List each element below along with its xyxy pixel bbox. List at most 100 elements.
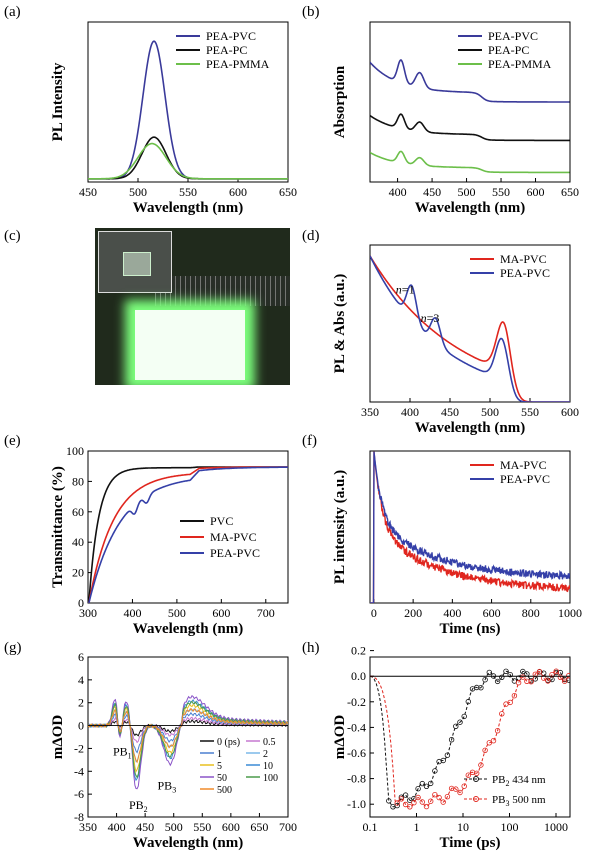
annotation-subscript: 2	[144, 805, 148, 814]
y-tick-label-h: -0.2	[347, 695, 366, 709]
y-axis-label-h: mΔOD	[332, 715, 348, 760]
legend-label-f: PEA-PVC	[500, 472, 550, 486]
panel-d: 350 400 450 500 550 600 Wavelength (nm) PL & Ab…	[332, 245, 579, 436]
legend-label-e: PEA-PVC	[210, 546, 260, 560]
annotation-subscript: 1	[128, 751, 132, 760]
data-point-h	[403, 793, 408, 798]
y-tick-label-g: -2	[74, 741, 84, 755]
annotation-d: n=1	[396, 283, 415, 297]
legend-label-d: PEA-PVC	[500, 266, 550, 280]
legend-label-b: PEA-PC	[488, 43, 529, 57]
data-point-h	[462, 784, 467, 789]
annotation-d: n=3	[421, 311, 440, 325]
legend-label-b: PEA-PVC	[488, 29, 538, 43]
annotation-num: =3	[427, 311, 440, 325]
x-tick-label-d: 500	[481, 405, 499, 419]
legend-rest: 500 nm	[509, 794, 546, 806]
y-axis-label-f: PL intensity (a.u.)	[332, 470, 348, 584]
data-point-h	[491, 738, 496, 743]
panel-e: 300 400 500 600 700 0 20 40 60 80 100 Wavelength (n…	[50, 444, 288, 637]
x-tick-label-f: 0	[371, 606, 377, 620]
series-line-a	[88, 137, 288, 179]
y-tick-label-g: -6	[74, 787, 84, 801]
panel-label-a: (a)	[4, 4, 21, 20]
panel-label-b: (b)	[302, 4, 320, 20]
data-point-h	[516, 680, 521, 685]
panel-b: 400 450 500 550 600 650 Wavelength (nm) Absorpt…	[332, 22, 579, 216]
y-tick-label-h: 0.2	[351, 644, 366, 658]
annotation-g: PB2	[129, 798, 148, 814]
y-tick-label-g: -8	[74, 810, 84, 824]
panel-label-g: (g)	[4, 640, 22, 656]
x-tick-label-h: 1000	[544, 820, 568, 834]
x-tick-label-h: 100	[501, 820, 519, 834]
y-tick-label-e: 40	[72, 535, 84, 549]
legend-label-g: 0.5	[263, 737, 276, 748]
y-tick-label-g: 6	[78, 650, 84, 664]
x-tick-label-d: 600	[561, 405, 579, 419]
y-tick-label-h: 0.0	[351, 669, 366, 683]
legend-rest: 434 nm	[509, 774, 546, 786]
data-point-h	[462, 714, 467, 719]
x-tick-label-a: 550	[179, 185, 197, 199]
x-tick-label-h: 1	[414, 820, 420, 834]
legend-label-g: 100	[263, 773, 278, 784]
annotation-subscript: 3	[172, 786, 176, 795]
y-tick-label-h: -1.0	[347, 797, 366, 811]
x-tick-label-b: 550	[492, 185, 510, 199]
legend-label-e: PVC	[210, 514, 233, 528]
panel-label-c: (c)	[4, 228, 21, 244]
series-group-b	[370, 60, 570, 172]
x-tick-label-f: 600	[483, 606, 501, 620]
x-axis-label-d: Wavelength (nm)	[415, 420, 525, 436]
x-tick-label-d: 450	[441, 405, 459, 419]
y-tick-label-h: -0.4	[347, 720, 366, 734]
annotation-g: PB1	[113, 744, 132, 760]
x-tick-label-e: 400	[123, 606, 141, 620]
legend-label-e: MA-PVC	[210, 530, 257, 544]
x-tick-label-g: 450	[136, 820, 154, 834]
y-axis-label-d: PL & Abs (a.u.)	[332, 274, 348, 374]
series-line-a	[88, 144, 288, 179]
annotation-num: =1	[402, 283, 415, 297]
panel-a: 450 500 550 600 650 Wavelength (nm) PL Intensi…	[50, 22, 297, 216]
y-axis-label-e: Transmittance (%)	[50, 466, 66, 588]
plot-frame-h	[370, 657, 570, 817]
annotation-g: PB3	[158, 779, 177, 795]
y-tick-label-g: 2	[78, 696, 84, 710]
y-tick-label-g: -4	[74, 764, 84, 778]
legend-label-h: PB2 434 nm	[492, 774, 546, 788]
x-tick-label-a: 500	[129, 185, 147, 199]
panel-f: 0 200 400 600 800 1000 Time (ns) PL intensity (…	[332, 451, 582, 637]
series-line-e	[88, 467, 288, 616]
x-tick-label-a: 450	[79, 185, 97, 199]
x-tick-label-g: 500	[165, 820, 183, 834]
x-tick-label-f: 400	[443, 606, 461, 620]
legend-label-g: 500	[217, 785, 232, 796]
x-tick-label-d: 550	[521, 405, 539, 419]
x-axis-label-e: Wavelength (nm)	[133, 621, 243, 637]
y-tick-label-h: -0.6	[347, 746, 366, 760]
series-line-g	[88, 701, 288, 777]
data-point-h	[428, 781, 433, 786]
data-point-h	[420, 781, 425, 786]
legend-label-g: 5	[217, 761, 222, 772]
x-tick-label-f: 1000	[558, 606, 582, 620]
x-axis-label-b: Wavelength (nm)	[415, 200, 525, 216]
x-tick-label-g: 700	[279, 820, 297, 834]
panel-h: 0.1 1 10 100 1000 -1.0 -0.8 -0.6 -0.4 -0.2 0.0 0.2 T…	[332, 644, 571, 851]
data-point-h	[437, 795, 442, 800]
plot-frame-g	[88, 657, 288, 817]
data-point-h	[454, 724, 459, 729]
x-tick-label-b: 650	[561, 185, 579, 199]
panel-label-h: (h)	[302, 640, 320, 656]
panel-g: 350 400 450 500 550 600 650 700-8-6-4-20246Wave…	[50, 650, 297, 851]
legend-label-a: PEA-PVC	[206, 29, 256, 43]
x-tick-label-h: 0.1	[363, 820, 378, 834]
x-tick-label-b: 450	[423, 185, 441, 199]
data-point-h	[424, 804, 429, 809]
x-tick-label-f: 800	[522, 606, 540, 620]
y-axis-label-a: PL Intensity	[50, 62, 66, 141]
series-line-h	[370, 671, 569, 807]
x-tick-label-g: 600	[222, 820, 240, 834]
